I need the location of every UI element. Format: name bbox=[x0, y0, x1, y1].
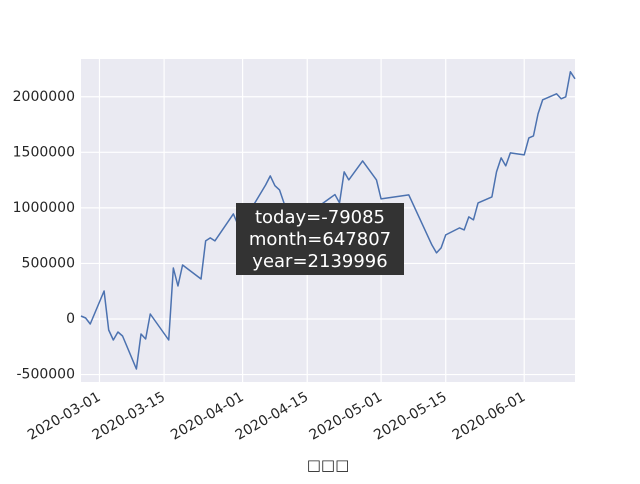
x-tick-label: 2020-06-01 bbox=[450, 389, 528, 444]
y-tick-label: 2000000 bbox=[13, 89, 75, 105]
x-tick-label: 2020-04-15 bbox=[233, 389, 311, 444]
x-tick-label: 2020-05-01 bbox=[307, 389, 385, 444]
y-tick-label: 0 bbox=[66, 311, 75, 327]
annotation-line: month=647807 bbox=[249, 229, 391, 250]
x-tick-label: 2020-05-15 bbox=[371, 389, 449, 444]
annotation-box bbox=[236, 203, 404, 275]
x-tick-label: 2020-04-01 bbox=[168, 389, 246, 444]
y-tick-label: 1500000 bbox=[13, 144, 75, 160]
x-tick-label: 2020-03-01 bbox=[25, 389, 103, 444]
annotation-line: year=2139996 bbox=[252, 251, 387, 272]
y-tick-label: -500000 bbox=[17, 367, 76, 383]
x-axis-label: □□□ bbox=[307, 456, 350, 474]
y-tick-label: 1000000 bbox=[13, 200, 75, 216]
annotation-line: today=-79085 bbox=[255, 207, 385, 228]
y-tick-label: 500000 bbox=[22, 255, 75, 271]
x-tick-label: 2020-03-15 bbox=[90, 389, 168, 444]
